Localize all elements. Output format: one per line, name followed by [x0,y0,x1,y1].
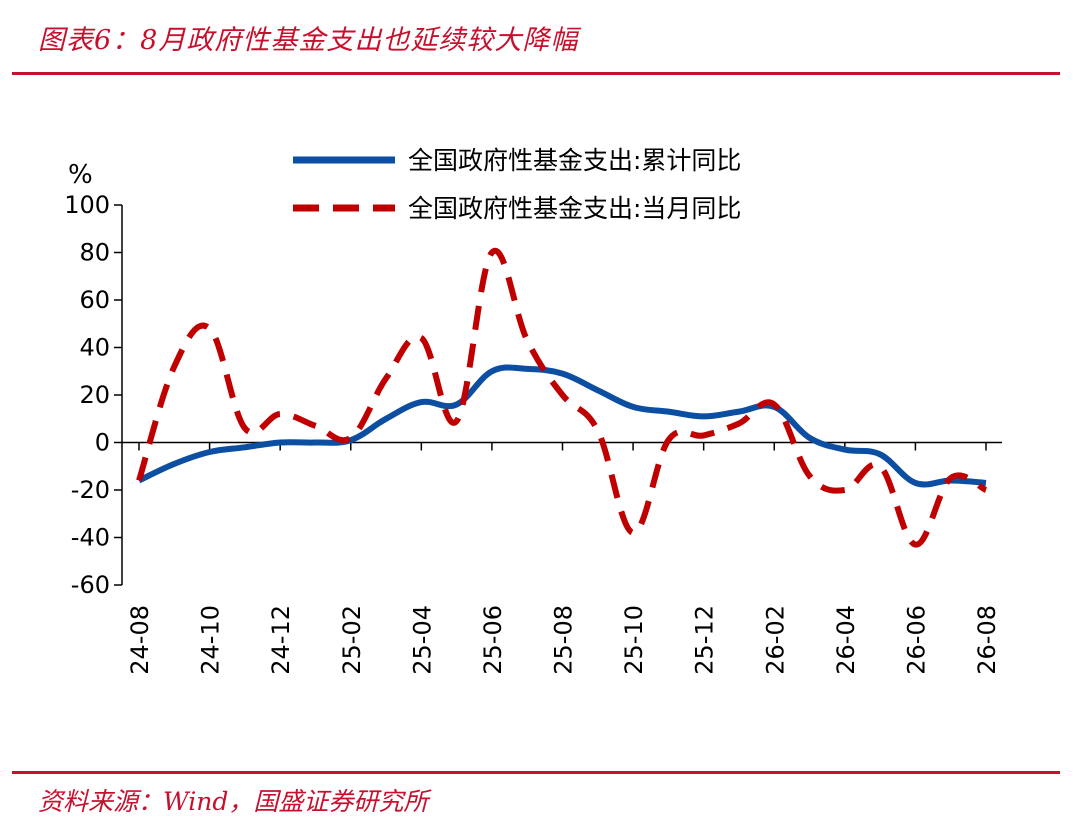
y-tick-label: 20 [79,381,110,409]
x-tick-label: 26-02 [761,605,789,675]
x-tick-label: 25-02 [338,605,366,675]
y-tick-label: -20 [71,476,110,504]
x-tick-label: 25-08 [550,605,578,675]
x-tick-label: 25-10 [620,605,648,675]
y-tick-label: 40 [79,334,110,362]
x-tick-label: 24-08 [126,605,154,675]
y-tick-label: 0 [95,429,110,457]
x-tick-label: 25-04 [408,605,436,675]
series-line-1 [137,364,987,488]
x-tick-label: 26-06 [902,605,930,675]
y-tick-label: 60 [79,286,110,314]
chart-series [136,247,988,548]
x-tick-label: 25-12 [691,605,719,675]
figure-title: 图表6：8月政府性基金支出也延续较大降幅 [38,25,579,56]
legend-label-1: 全国政府性基金支出:累计同比 [408,146,741,175]
y-tick-label: 80 [79,239,110,267]
title-rule [12,72,1060,75]
x-tick-label: 24-10 [197,605,225,675]
y-tick-label: -60 [71,571,110,599]
x-tick-label: 26-04 [832,605,860,675]
y-axis-unit: % [68,160,93,190]
series-line-2 [136,247,988,548]
x-tick-label: 26-08 [973,605,1001,675]
legend-label-2: 全国政府性基金支出:当月同比 [408,194,741,223]
figure-source: 资料来源：Wind，国盛证券研究所 [38,787,429,816]
y-tick-label: -40 [71,524,110,552]
source-rule [12,771,1060,774]
x-tick-label: 25-06 [479,605,507,675]
chart-axes: 100 80 60 40 20 0 -20 -40 -60% 24-08 24-10 24-12 25-… [64,160,1002,675]
x-tick-label: 24-12 [267,605,295,675]
y-tick-label: 100 [64,191,110,219]
